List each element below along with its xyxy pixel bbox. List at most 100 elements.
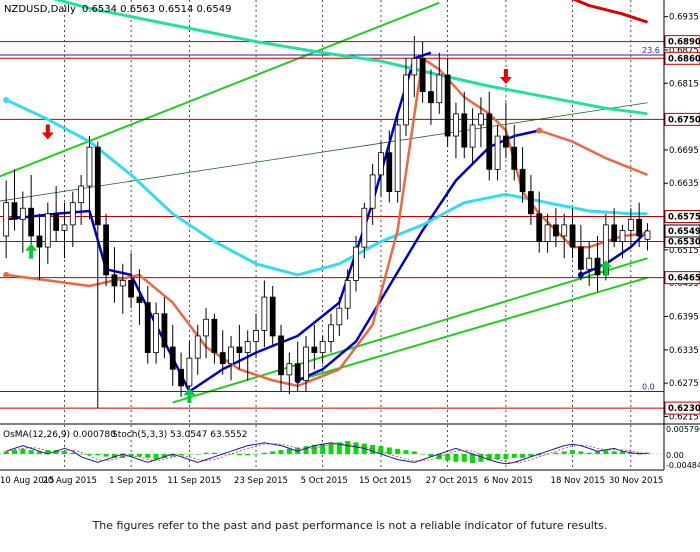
candle-body — [86, 146, 93, 187]
candle-body — [186, 357, 193, 387]
level-label-box — [664, 271, 700, 285]
osma-bar — [536, 454, 542, 456]
channel-line — [297, 276, 648, 382]
candle-body — [269, 296, 276, 337]
sell-arrow-icon — [41, 124, 54, 140]
price-chart[interactable]: 0.69350.68750.68150.67550.66950.66350.65… — [0, 0, 700, 510]
osma-bar — [586, 452, 592, 454]
osma-bar — [403, 450, 409, 454]
osma-bar — [278, 450, 284, 454]
osma-bar — [270, 451, 276, 454]
time-tick-label: 23 Sep 2015 — [234, 476, 288, 486]
osma-bar — [95, 454, 101, 456]
time-tick-label: 18 Nov 2015 — [551, 476, 605, 486]
price-tick-label: 0.6875 — [669, 46, 699, 56]
osma-bar — [86, 454, 92, 456]
candle-body — [586, 257, 593, 270]
price-tick-label: 0.6275 — [669, 379, 699, 389]
candle-body — [236, 346, 243, 353]
ma-orange-dot — [3, 271, 10, 278]
candle-body — [53, 213, 60, 231]
level-label: 0.6230 — [668, 404, 700, 414]
candle-body — [94, 146, 101, 226]
fib-label: 23.6 — [642, 46, 660, 55]
signal-arrows — [25, 68, 612, 404]
candle-body — [528, 191, 534, 215]
osma-bar — [461, 454, 467, 462]
osma-bar — [561, 451, 567, 454]
candle-body — [178, 368, 184, 387]
osma-bar — [61, 451, 67, 454]
disclaimer-text: The figures refer to the past and past p… — [92, 519, 608, 532]
stoch-signal-line — [6, 443, 648, 464]
time-tick-label: 11 Sep 2015 — [167, 476, 221, 486]
ma-orange-2-line — [538, 129, 648, 177]
candle-body — [228, 346, 234, 365]
osma-bar — [345, 441, 351, 454]
fib-label: 0.0 — [642, 382, 655, 391]
candle-body — [511, 146, 518, 170]
osma-bar — [211, 452, 217, 454]
candle-body — [486, 113, 493, 170]
price-tick-label: 0.6515 — [669, 246, 699, 256]
candle-body — [219, 352, 226, 365]
time-tick-label: 6 Nov 2015 — [484, 476, 533, 486]
price-tick-label: 0.6935 — [669, 13, 699, 23]
level-label-box — [664, 35, 700, 49]
ohlc-values: 0.6534 0.6563 0.6514 0.6549 — [82, 4, 232, 15]
candle-body — [119, 280, 126, 287]
current-price-label: 0.6549 — [668, 227, 700, 237]
osma-bar — [328, 443, 334, 454]
level-label: 0.6465 — [668, 274, 700, 284]
buy-arrow-icon — [25, 243, 38, 259]
osma-bar — [20, 448, 26, 454]
level-label: 0.6750 — [668, 115, 700, 125]
buy-arrow-icon — [183, 388, 196, 404]
candle-body — [169, 346, 176, 370]
candle-body — [577, 246, 584, 270]
ma-cyan-line — [5, 98, 648, 277]
price-tick-label: 0.6635 — [669, 179, 699, 189]
osma-bar — [370, 444, 376, 454]
time-tick-label: 30 Nov 2015 — [609, 476, 663, 486]
candle-body — [378, 152, 384, 176]
candle-body — [11, 202, 18, 220]
level-label-box — [664, 210, 700, 224]
time-tick-label: 27 Oct 2015 — [426, 476, 479, 486]
osma-bar — [486, 454, 492, 461]
price-tick-label: 0.6695 — [669, 146, 699, 156]
candle-body — [61, 224, 68, 231]
osma-bar — [178, 454, 184, 456]
ma-teal-line — [52, 0, 648, 116]
channel-line — [0, 1, 440, 178]
osma-bar — [453, 454, 459, 462]
candle-body — [436, 74, 443, 104]
candle-body — [294, 363, 301, 381]
candle-body — [78, 185, 85, 204]
osma-bar — [120, 454, 126, 458]
osma-bar — [228, 454, 234, 455]
osma-bar — [503, 454, 509, 460]
osma-bar — [520, 454, 526, 458]
candle-body — [453, 113, 459, 137]
candle-body — [203, 318, 209, 337]
candle-body — [161, 313, 168, 348]
candle-body — [461, 113, 468, 148]
candle-body — [144, 302, 151, 353]
candle-body — [444, 74, 451, 137]
price-level-labels: 0.6890 0.6860 0.6750 0.6575 0.6530 0.6465 0.62… — [642, 35, 700, 415]
osma-bar — [311, 444, 317, 454]
osma-bar — [128, 454, 134, 457]
candle-body — [411, 57, 418, 76]
osma-bar — [336, 442, 342, 454]
candle-body — [261, 296, 268, 331]
osma-bar — [578, 451, 584, 454]
ma-dark-red-line — [571, 0, 648, 24]
candle-body — [552, 224, 559, 237]
candle-body — [519, 168, 526, 192]
current-price-box — [664, 224, 700, 238]
candle-body — [128, 280, 135, 298]
